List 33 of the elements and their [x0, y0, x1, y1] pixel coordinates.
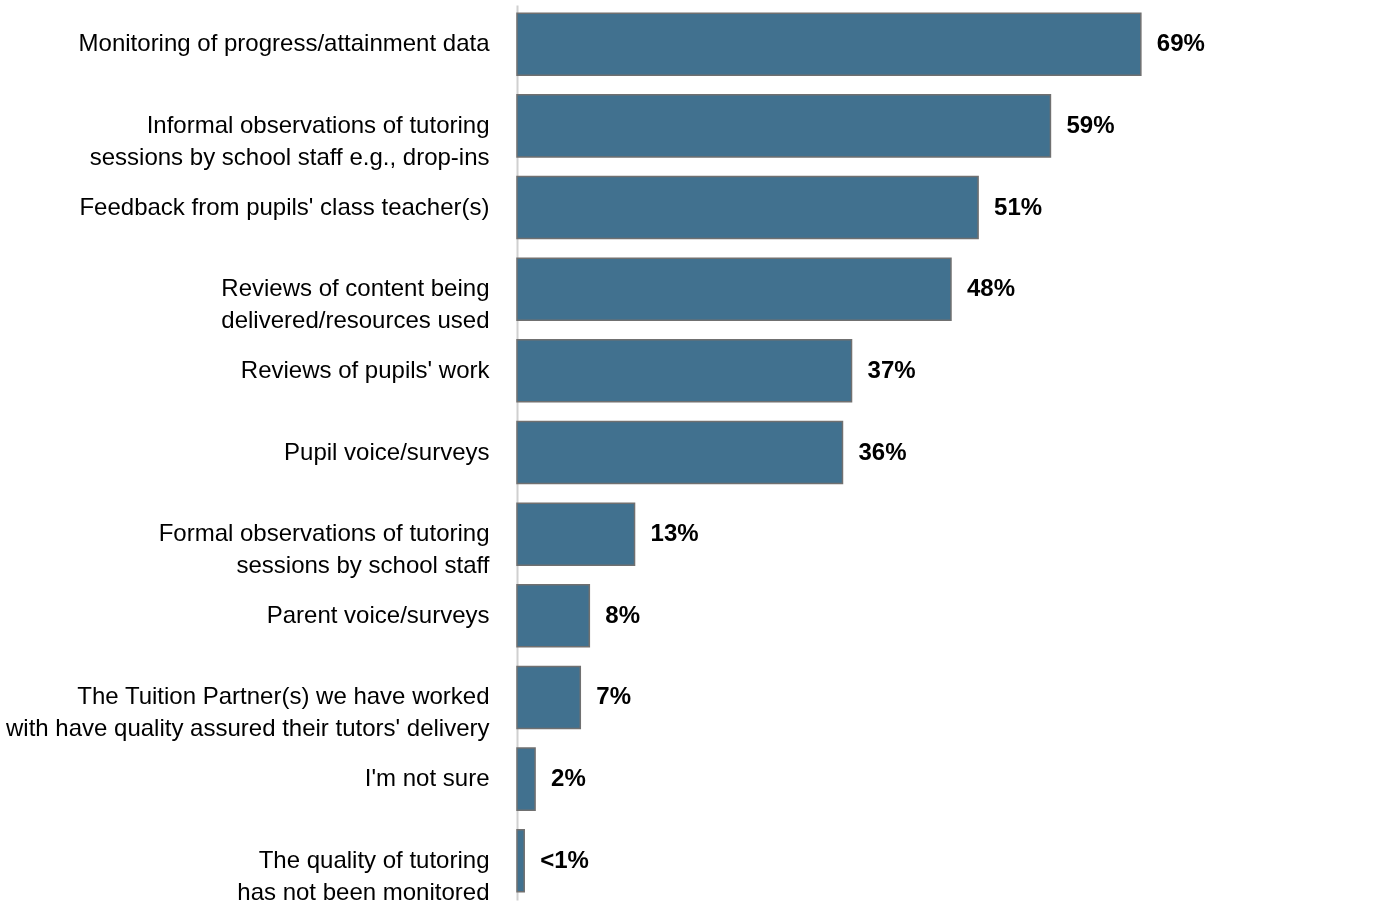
data-label: <1% — [540, 845, 589, 873]
bar — [516, 829, 525, 893]
bar — [516, 665, 582, 730]
y-tick-label: Reviews of pupils' work — [240, 355, 491, 383]
data-label: 59% — [1066, 110, 1115, 138]
y-tick-label: Feedback from pupils' class teacher(s) — [79, 192, 490, 220]
y-tick-label: Formal observations of tutoring sessions by school staff — [158, 519, 490, 579]
y-tick-label: Pupil voice/surveys — [284, 437, 490, 465]
y-tick-label: The Tuition Partner(s) we have worked with have quality assured their tutors' delivery — [5, 682, 490, 742]
bar — [516, 420, 844, 485]
data-label: 51% — [994, 192, 1043, 220]
bar — [516, 257, 952, 321]
bar — [516, 339, 853, 403]
data-label: 2% — [551, 764, 586, 792]
y-tick-label: Monitoring of progress/attainment data — [78, 29, 491, 57]
y-tick-label: Informal observations of tutoring sessions by school staff e.g., drop-ins — [89, 110, 490, 170]
y-tick-label: The quality of tutoring has not been monitored — [237, 845, 490, 905]
y-tick-label: Reviews of content being delivered/resources used — [221, 274, 490, 334]
y-tick-label: I'm not sure — [364, 764, 490, 792]
data-label: 36% — [858, 437, 907, 465]
data-label: 37% — [867, 355, 916, 383]
bar — [516, 747, 536, 811]
y-tick-label: Parent voice/surveys — [266, 600, 490, 628]
bar — [516, 175, 979, 240]
data-label: 13% — [650, 519, 699, 547]
data-label: 48% — [966, 274, 1016, 302]
data-label: 7% — [596, 682, 631, 710]
data-label: 69% — [1156, 29, 1205, 57]
bar — [516, 584, 591, 648]
data-label: 8% — [605, 600, 641, 628]
bar — [516, 502, 636, 566]
bar — [516, 94, 1052, 158]
bar — [516, 12, 1142, 76]
